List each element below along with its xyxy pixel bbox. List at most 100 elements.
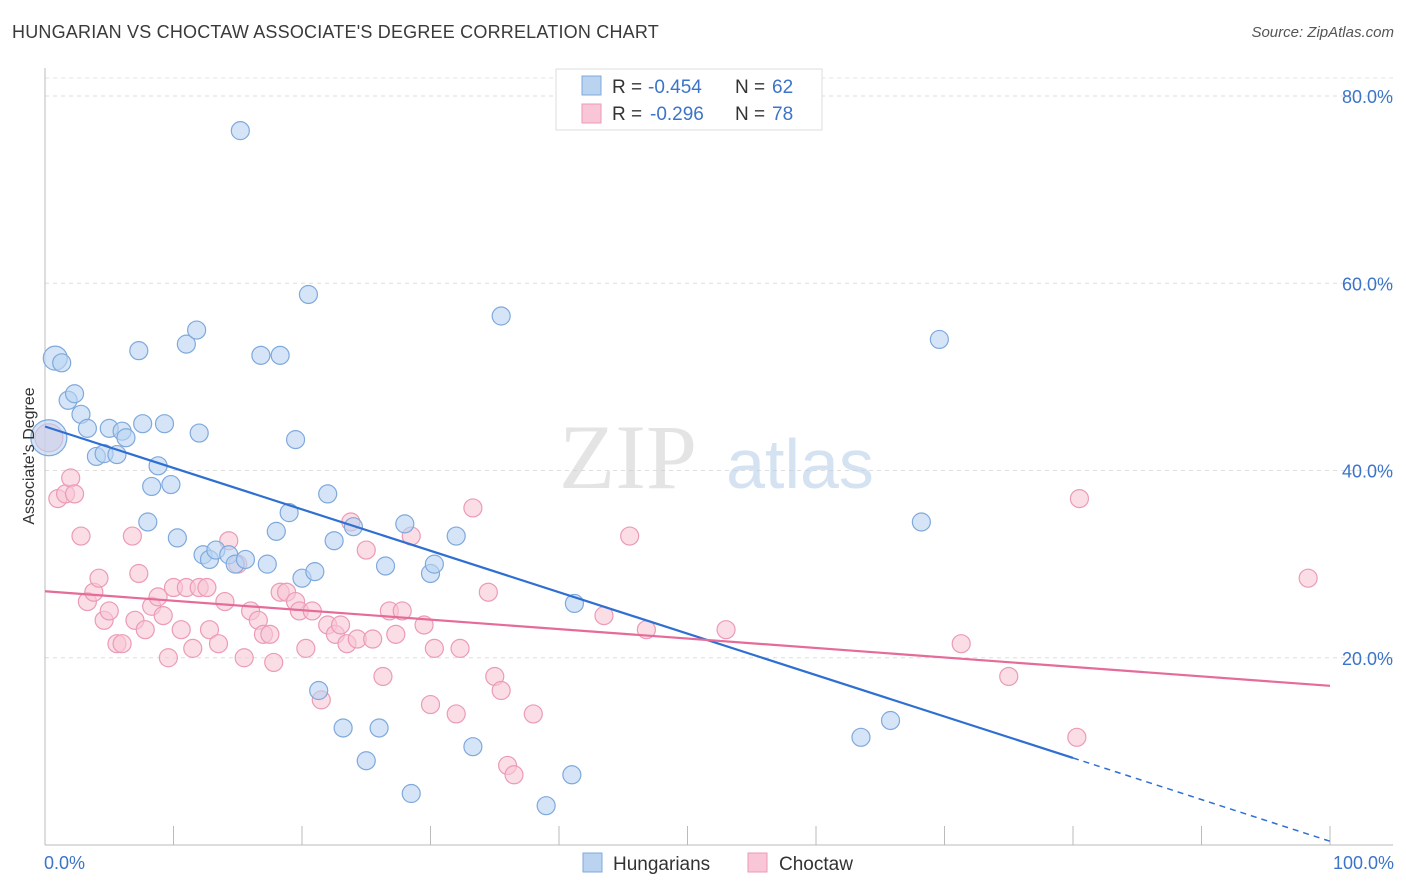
hungarians-point	[77, 418, 98, 438]
hungarians-point	[536, 796, 556, 816]
choctaw-point	[148, 587, 168, 607]
hungarians-point	[911, 512, 931, 532]
choctaw-point	[356, 540, 376, 560]
hungarians-point	[395, 514, 415, 534]
choctaw-point	[504, 765, 524, 785]
choctaw-point	[999, 666, 1019, 687]
choctaw-point	[197, 577, 217, 598]
hungarians-point	[851, 727, 871, 747]
y-tick-label-20: 20.0%	[1342, 649, 1393, 669]
hungarians-point	[230, 121, 250, 141]
choctaw-point	[71, 526, 91, 546]
hungarians-point	[129, 341, 149, 361]
hungarians-point	[562, 765, 582, 785]
hungarians-point	[929, 329, 949, 350]
x-tick-label-min: 0.0%	[44, 853, 85, 873]
choctaw-point	[199, 620, 220, 640]
hungarians-point	[142, 476, 162, 497]
choctaw-point	[61, 468, 81, 488]
choctaw-point	[234, 648, 254, 668]
choctaw-point	[716, 620, 736, 640]
choctaw-point	[1067, 727, 1087, 747]
watermark-atlas: atlas	[726, 425, 874, 503]
axes	[44, 68, 1393, 846]
choctaw-point	[264, 652, 284, 673]
choctaw-point	[129, 563, 149, 584]
hungarians-point	[167, 528, 187, 548]
watermark-zip: ZIP	[559, 406, 697, 508]
stats-legend: R = -0.454 N = 62 R = -0.296 N = 78	[555, 68, 823, 131]
choctaw-point	[620, 526, 640, 546]
choctaw-point	[1069, 488, 1090, 509]
hungarians-point	[189, 423, 209, 443]
choctaw-point	[296, 638, 316, 658]
legend-n-label-2: N =	[735, 104, 765, 125]
x-tick-label-max: 100.0%	[1333, 853, 1394, 873]
legend-r-label-1: R =	[612, 77, 642, 98]
hungarians-point	[333, 718, 353, 738]
choctaw-point	[330, 615, 351, 635]
choctaw-point	[64, 484, 85, 504]
legend-n-label-1: N =	[735, 77, 765, 98]
trend-lines	[44, 425, 1331, 842]
choctaw-point	[135, 620, 155, 640]
hungarians-point	[318, 484, 338, 504]
choctaw-point	[386, 624, 406, 644]
legend-r-value-1: -0.454	[648, 77, 702, 98]
choctaw-point	[183, 638, 203, 658]
legend-label-hungarians: Hungarians	[613, 854, 710, 875]
hungarians-point	[305, 562, 325, 582]
hungarians-point	[356, 751, 376, 771]
choctaw-point	[112, 634, 132, 654]
hungarians-point	[369, 718, 389, 738]
choctaw-point	[1298, 568, 1318, 588]
legend-swatch-choctaw	[747, 852, 768, 873]
choctaw-point	[208, 634, 229, 654]
hungarians-point	[298, 284, 319, 305]
stats-legend-swatch-choctaw	[581, 103, 602, 124]
hungarians-point	[251, 345, 271, 365]
watermark: ZIP atlas	[559, 406, 874, 508]
hungarians-point	[154, 414, 175, 434]
choctaw-point	[491, 680, 511, 701]
choctaw-trend-line	[44, 590, 1331, 687]
choctaw-point	[260, 624, 280, 644]
choctaw-point	[420, 694, 441, 715]
hungarians-point	[266, 521, 286, 541]
chart-title: HUNGARIAN VS CHOCTAW ASSOCIATE'S DEGREE …	[12, 22, 659, 42]
choctaw-point	[122, 526, 142, 546]
choctaw-point	[463, 498, 483, 518]
hungarians-point	[257, 554, 277, 574]
series-legend: Hungarians Choctaw	[582, 852, 853, 875]
hungarians-point	[52, 353, 72, 373]
hungarians-point	[463, 737, 483, 757]
grid-lines	[45, 77, 1393, 659]
legend-n-value-2: 78	[772, 104, 793, 125]
hungarians-point	[235, 549, 256, 570]
choctaw-point	[392, 601, 412, 621]
legend-n-value-1: 62	[772, 77, 793, 98]
hungarians-point	[279, 503, 299, 523]
legend-swatch-hungarians	[582, 852, 603, 873]
hungarians-point	[309, 680, 329, 701]
hungarians-trend-extension	[1072, 757, 1331, 842]
choctaw-point	[478, 582, 498, 602]
choctaw-point	[951, 634, 971, 654]
hungarians-point	[285, 430, 306, 450]
hungarians-point	[30, 419, 68, 457]
choctaw-point	[446, 704, 466, 724]
hungarians-point	[401, 783, 421, 804]
choctaw-point	[99, 601, 119, 621]
y-tick-labels: 20.0% 40.0% 60.0% 80.0%	[1342, 87, 1393, 669]
choctaw-point	[158, 648, 178, 668]
hungarians-point	[187, 320, 207, 340]
y-tick-label-60: 60.0%	[1342, 274, 1393, 294]
choctaw-point	[363, 629, 383, 649]
hungarians-point	[880, 710, 901, 731]
hungarians-point	[176, 334, 196, 354]
legend-label-choctaw: Choctaw	[779, 854, 853, 875]
choctaw-point	[373, 666, 393, 687]
choctaw-point	[89, 568, 109, 588]
hungarians-point	[424, 554, 444, 574]
hungarians-point	[133, 414, 153, 434]
